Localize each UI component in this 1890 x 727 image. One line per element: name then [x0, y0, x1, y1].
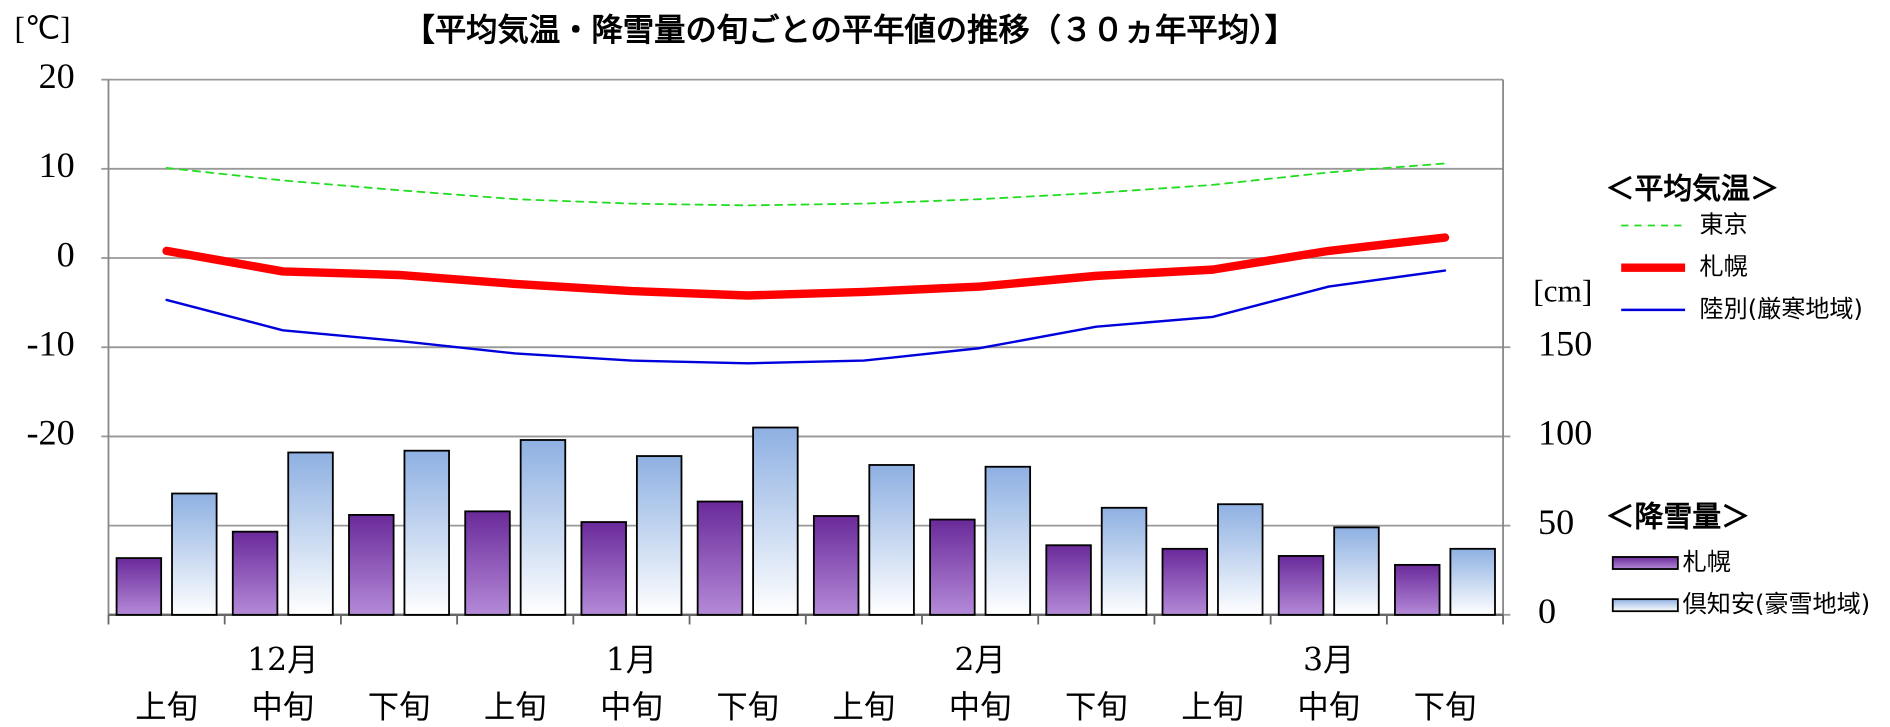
bar: [348, 514, 395, 616]
legend-swatch: [1611, 556, 1679, 570]
bar: [1449, 547, 1496, 616]
legend-label: 東京: [1700, 210, 1748, 238]
legend-swatch: [1611, 598, 1679, 613]
y-tick-label: 20: [39, 56, 75, 96]
line: [162, 233, 1450, 300]
x-tick-label: 上旬: [1181, 689, 1244, 725]
bar: [287, 451, 334, 616]
month-label: 2月: [954, 642, 1005, 678]
bar: [1277, 555, 1325, 616]
bar: [231, 530, 279, 616]
month-label: 12月: [247, 642, 318, 678]
y2-tick-label: 50: [1538, 502, 1574, 542]
bar: [752, 426, 799, 616]
bar: [1217, 503, 1264, 616]
x-tick-label: 下旬: [716, 689, 779, 725]
bar: [403, 449, 450, 616]
y2-tick-label: 150: [1538, 324, 1592, 364]
bar: [171, 492, 218, 616]
bar: [812, 515, 860, 616]
x-tick-label: 下旬: [1414, 689, 1477, 725]
month-label: 1月: [606, 642, 657, 678]
bar: [635, 455, 683, 616]
legend-label: 倶知安(豪雪地域): [1683, 590, 1870, 618]
y-tick-label: 0: [57, 234, 75, 274]
chart-title: 【平均気温・降雪量の旬ごとの平年値の推移（３０ヵ年平均）】: [404, 12, 1297, 48]
bar: [1161, 547, 1209, 616]
bar: [1394, 563, 1441, 616]
x-tick-label: 上旬: [135, 689, 198, 725]
bar: [1045, 544, 1092, 616]
bar: [1333, 526, 1380, 616]
bar: [1100, 506, 1148, 616]
bar: [464, 510, 511, 616]
bar: [868, 464, 915, 616]
legend-title: ＜平均気温＞: [1606, 172, 1779, 206]
bar: [929, 518, 976, 616]
y-tick-label: 10: [39, 145, 75, 185]
y2-axis-label: [cm]: [1533, 273, 1592, 308]
bar: [519, 439, 567, 616]
x-tick-label: 下旬: [1065, 689, 1128, 725]
line: [165, 162, 1446, 207]
y-tick-label: -20: [27, 413, 75, 453]
x-tick-label: 中旬: [949, 689, 1012, 725]
bar: [984, 465, 1032, 616]
month-label: 3月: [1303, 642, 1354, 678]
bar: [696, 500, 744, 616]
y2-tick-label: 0: [1538, 591, 1556, 631]
bar: [580, 521, 627, 616]
x-tick-label: 中旬: [600, 689, 663, 725]
y-tick-label: -10: [27, 324, 75, 364]
legend-label: 陸別(厳寒地域): [1700, 295, 1863, 323]
line: [165, 269, 1447, 365]
bar: [115, 557, 163, 616]
x-tick-label: 中旬: [251, 689, 314, 725]
legend-label: 札幌: [1700, 253, 1748, 281]
y-axis-label: [℃]: [14, 11, 70, 46]
x-tick-label: 上旬: [484, 689, 547, 725]
legend-label: 札幌: [1683, 548, 1731, 576]
legend-title: ＜降雪量＞: [1606, 499, 1751, 533]
x-tick-label: 中旬: [1297, 689, 1360, 725]
y2-tick-label: 100: [1538, 413, 1592, 453]
x-tick-label: 上旬: [833, 689, 896, 725]
x-tick-label: 下旬: [368, 689, 431, 725]
